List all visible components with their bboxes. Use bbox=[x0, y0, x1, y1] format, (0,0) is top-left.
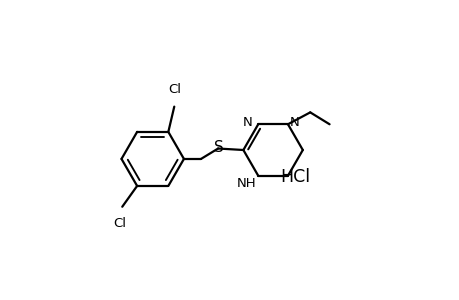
Text: HCl: HCl bbox=[280, 168, 310, 186]
Text: Cl: Cl bbox=[168, 83, 180, 96]
Text: S: S bbox=[213, 140, 223, 155]
Text: N: N bbox=[243, 116, 252, 129]
Text: NH: NH bbox=[236, 177, 256, 190]
Text: N: N bbox=[289, 116, 298, 129]
Text: Cl: Cl bbox=[112, 217, 125, 230]
